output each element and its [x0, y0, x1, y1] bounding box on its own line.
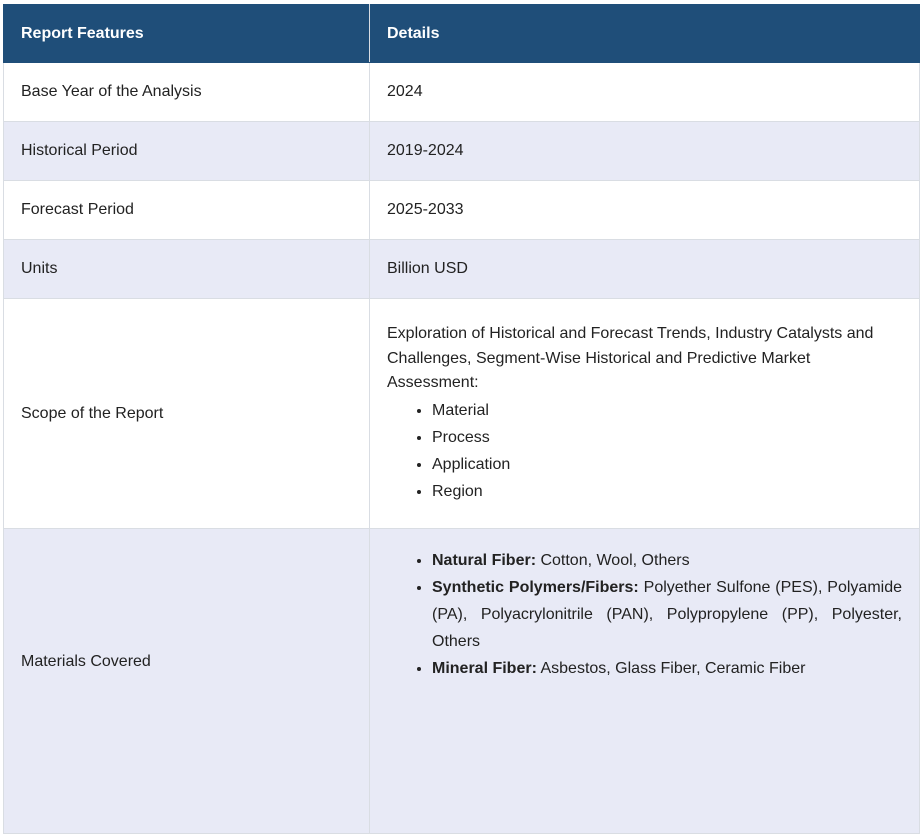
- scope-description: Exploration of Historical and Forecast T…: [387, 325, 874, 392]
- table-row: Historical Period 2019-2024: [3, 121, 920, 181]
- material-label: Synthetic Polymers/Fibers:: [432, 579, 639, 596]
- list-item: Region: [432, 478, 902, 505]
- feature-cell: Base Year of the Analysis: [3, 62, 370, 122]
- material-text: Asbestos, Glass Fiber, Ceramic Fiber: [536, 660, 806, 677]
- material-text: Cotton, Wool, Others: [536, 552, 690, 569]
- table-row-scope: Scope of the Report Exploration of Histo…: [3, 298, 920, 529]
- feature-cell: Scope of the Report: [3, 298, 370, 529]
- column-header-report-features: Report Features: [3, 4, 370, 63]
- detail-cell: Exploration of Historical and Forecast T…: [369, 298, 920, 529]
- list-item: Mineral Fiber: Asbestos, Glass Fiber, Ce…: [432, 655, 902, 682]
- detail-cell: 2019-2024: [369, 121, 920, 181]
- report-features-table: Report Features Details Base Year of the…: [3, 4, 920, 834]
- table-row: Base Year of the Analysis 2024: [3, 62, 920, 122]
- detail-cell: 2025-2033: [369, 180, 920, 240]
- detail-cell: Billion USD: [369, 239, 920, 299]
- table-row-materials: Materials Covered Natural Fiber: Cotton,…: [3, 528, 920, 834]
- detail-cell: 2024: [369, 62, 920, 122]
- material-label: Natural Fiber:: [432, 552, 537, 569]
- table-header-row: Report Features Details: [3, 4, 920, 63]
- feature-cell: Historical Period: [3, 121, 370, 181]
- list-item: Application: [432, 451, 902, 478]
- table-row: Units Billion USD: [3, 239, 920, 299]
- list-item: Process: [432, 424, 902, 451]
- feature-cell: Units: [3, 239, 370, 299]
- feature-cell: Forecast Period: [3, 180, 370, 240]
- material-label: Mineral Fiber:: [432, 660, 537, 677]
- table-row: Forecast Period 2025-2033: [3, 180, 920, 240]
- column-header-details: Details: [369, 4, 920, 63]
- detail-cell: Natural Fiber: Cotton, Wool, Others Synt…: [369, 528, 920, 834]
- list-item: Material: [432, 397, 902, 424]
- list-item: Natural Fiber: Cotton, Wool, Others: [432, 547, 902, 574]
- materials-list: Natural Fiber: Cotton, Wool, Others Synt…: [387, 547, 902, 682]
- feature-cell: Materials Covered: [3, 528, 370, 834]
- material-text: Polyether Sulfone (PES), Polyamide (PA),…: [432, 579, 902, 650]
- list-item: Synthetic Polymers/Fibers: Polyether Sul…: [432, 574, 902, 655]
- scope-list: Material Process Application Region: [387, 397, 902, 505]
